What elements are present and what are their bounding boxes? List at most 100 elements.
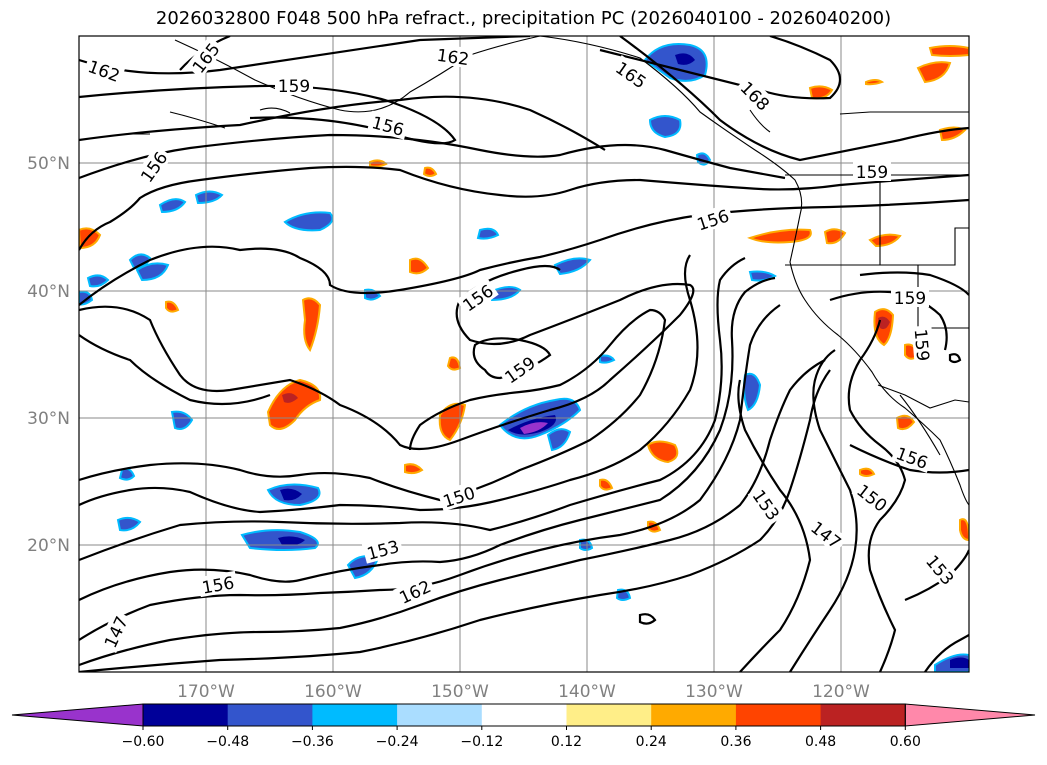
contour-line: [849, 444, 969, 474]
precip-pos-patch: [868, 233, 902, 248]
coastlines: [128, 36, 969, 506]
lat-label: 40°N: [27, 282, 70, 302]
refractivity-contours: [79, 36, 969, 672]
contour-line: [79, 369, 831, 672]
precip-pos-patch: [301, 297, 322, 352]
lat-label: 30°N: [27, 409, 70, 429]
contour-line: [924, 634, 969, 672]
precip-pos-patch: [599, 478, 614, 491]
colorbar-tick-label: 0.48: [805, 734, 836, 750]
colorbar-segment: [735, 704, 822, 726]
precip-neg-patch: [743, 372, 762, 412]
colorbar-tick-label: 0.24: [636, 734, 667, 750]
lon-label: 160°W: [304, 682, 362, 702]
precip-pos-patch: [928, 45, 969, 57]
lon-label: 130°W: [685, 682, 743, 702]
colorbar-segment: [143, 704, 229, 726]
precip-pos-patch: [165, 300, 180, 313]
precip-pos-patch: [409, 257, 430, 275]
precip-pos-patch: [959, 518, 969, 542]
precip-pos-patch: [859, 467, 876, 477]
precip-neg-patch: [170, 410, 194, 430]
precip-pos-patch: [646, 440, 679, 464]
precip-strong-neg-patch: [950, 657, 969, 668]
colorbar-segment: [312, 704, 398, 726]
contour-label: 150: [441, 483, 478, 512]
contour-line: [79, 304, 781, 641]
graticule: [79, 36, 969, 672]
precip-neg-patch: [116, 516, 142, 532]
contour-line: [948, 353, 962, 364]
precip-neg-patch: [599, 354, 616, 364]
contour-line: [79, 36, 531, 75]
precip-neg-patch: [135, 262, 170, 282]
contour-label: 162: [435, 46, 470, 70]
precip-pos-patch: [916, 61, 952, 84]
contour-line: [472, 337, 552, 380]
colorbar-tick-label: −0.48: [206, 734, 249, 750]
precip-strong-pos-patch: [282, 393, 298, 403]
contour-line: [79, 84, 457, 145]
precip-strong-neg-patch: [278, 536, 305, 546]
precip-pos-patch: [823, 228, 847, 245]
lat-label: 50°N: [27, 154, 70, 174]
precip-extreme-neg-patch: [520, 422, 548, 434]
precip-neg-patch: [643, 43, 708, 82]
latitude-labels: 50°N 40°N 30°N 20°N: [27, 154, 70, 556]
contour-line: [79, 254, 699, 514]
contour-line: [79, 359, 826, 667]
precip-pos-patch: [747, 228, 812, 244]
precip-pos-patch: [266, 378, 322, 430]
map-plot-area: 162 165 162 165 168 159 156 156 159 156 …: [79, 36, 969, 672]
contour-label: 162: [85, 57, 122, 87]
precip-neg-patch: [553, 257, 592, 276]
precip-neg-patch: [194, 190, 224, 205]
lat-label: 20°N: [27, 536, 70, 556]
contour-label: 156: [695, 206, 732, 235]
lon-label: 150°W: [431, 682, 489, 702]
contour-line: [79, 165, 969, 251]
precip-pos-patch: [369, 159, 388, 168]
contour-line: [79, 276, 776, 601]
colorbar-tick-label: −0.12: [460, 734, 503, 750]
colorbar-tick-label: −0.60: [122, 734, 165, 750]
contour-label: 159: [894, 289, 926, 309]
precip-neg-patch: [648, 115, 682, 139]
contour-line: [79, 198, 969, 306]
precip-strong-neg-patch: [280, 488, 302, 501]
precip-neg-patch: [118, 467, 136, 481]
precip-pos-patch: [895, 414, 916, 431]
lon-label: 170°W: [177, 682, 235, 702]
contour-line: [79, 334, 271, 406]
precip-neg-patch: [488, 286, 522, 302]
colorbar-segment: [227, 704, 313, 726]
contour-line: [79, 133, 786, 180]
colorbar-tick-label: 0.60: [890, 734, 921, 750]
precip-shading: [79, 43, 969, 672]
precip-neg-patch: [546, 428, 572, 452]
precip-pos-patch: [808, 85, 834, 100]
colorbar-segment: [566, 704, 652, 726]
precip-pos-patch: [446, 356, 462, 371]
lon-label: 140°W: [558, 682, 616, 702]
colorbar-frame: [142, 703, 906, 727]
map-frame: [78, 35, 970, 673]
longitude-labels: 170°W 160°W 150°W 140°W 130°W 120°W: [177, 682, 870, 702]
precip-pos-patch: [438, 402, 467, 442]
contour-line: [619, 36, 969, 162]
colorbar-extend-high: [904, 703, 1036, 727]
precip-pos-patch: [404, 463, 424, 475]
precip-neg-patch: [283, 211, 334, 232]
contour-line: [638, 613, 657, 625]
precip-neg-patch: [128, 253, 152, 270]
precip-strong-neg-patch: [675, 53, 695, 65]
contour-label: 159: [910, 328, 933, 362]
precip-neg-patch: [476, 227, 500, 240]
contour-line: [79, 308, 667, 502]
contour-line: [79, 264, 695, 451]
colorbar-tick-label: 0.36: [720, 734, 751, 750]
contour-label: 159: [278, 77, 310, 97]
precip-neg-patch: [158, 198, 187, 214]
colorbar-extend-low: [11, 703, 144, 727]
